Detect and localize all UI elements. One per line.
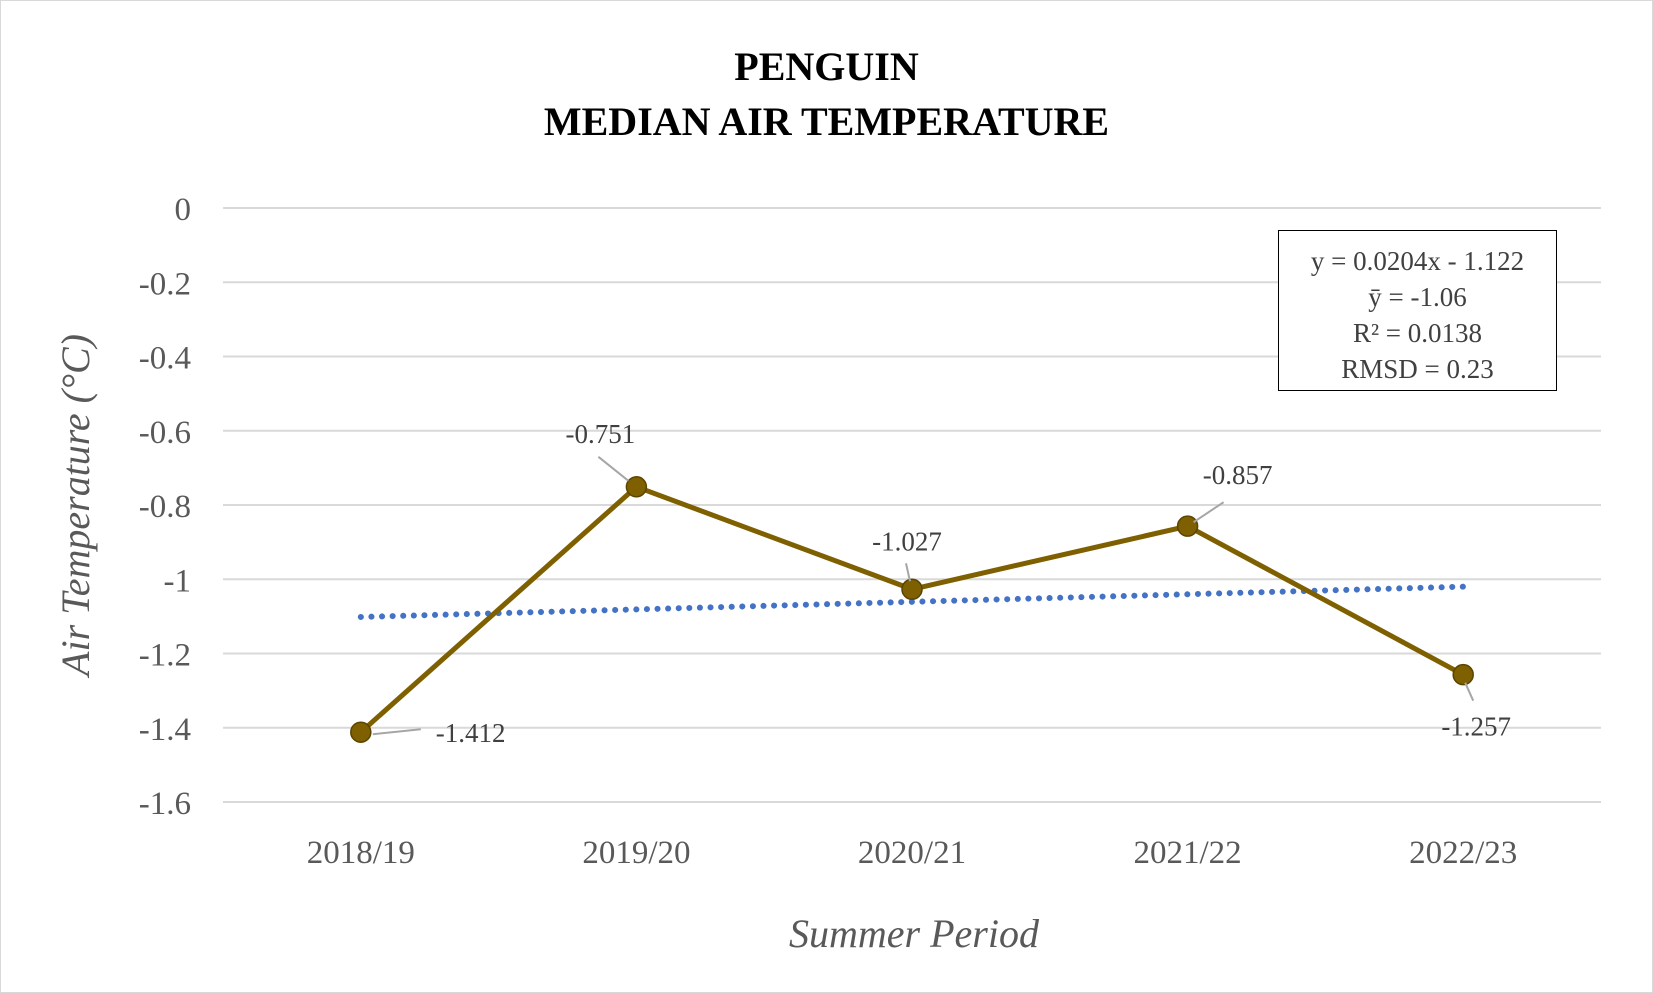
y-axis-ticks: 0 -0.2 -0.4 -0.6 -0.8 -1 -1.2 -1.4 -1.6 <box>139 192 191 822</box>
regression-stats-box: y = 0.0204x - 1.122 ȳ = -1.06 R² = 0.013… <box>1278 230 1557 391</box>
data-point-marker <box>350 721 372 743</box>
data-label-leader <box>372 728 421 736</box>
x-tick-label: 2022/23 <box>1409 835 1517 871</box>
data-label-leader <box>597 456 630 482</box>
y-tick-label: -0.6 <box>139 415 191 451</box>
series-line <box>350 476 1474 743</box>
gridlines <box>223 207 1601 803</box>
y-tick-label: -1 <box>164 563 192 599</box>
data-label-leader <box>1464 682 1475 702</box>
y-tick-label: -0.4 <box>139 341 191 377</box>
data-point-marker <box>625 476 648 498</box>
data-label-leaders <box>372 456 1475 736</box>
data-label: -0.857 <box>1203 460 1273 490</box>
x-tick-label: 2018/19 <box>307 835 415 871</box>
y-tick-label: -1.2 <box>139 638 191 674</box>
stats-equation: y = 0.0204x - 1.122 <box>1310 246 1525 276</box>
data-label: -0.751 <box>566 419 636 449</box>
trendline <box>357 583 1467 620</box>
chart-title-line-1: PENGUIN <box>734 44 919 89</box>
series-path <box>359 484 1465 735</box>
trendline-path <box>357 583 1467 620</box>
y-tick-label: -0.8 <box>139 489 191 525</box>
data-label: -1.257 <box>1441 712 1511 742</box>
x-axis-ticks: 2018/19 2019/20 2020/21 2021/22 2022/23 <box>307 835 1518 871</box>
x-axis-title: Summer Period <box>789 911 1040 956</box>
y-axis-title: Air Temperature (°C) <box>53 334 98 679</box>
chart-title-line-2: MEDIAN AIR TEMPERATURE <box>543 99 1110 144</box>
data-point-marker <box>1452 663 1474 686</box>
y-tick-label: 0 <box>175 192 192 228</box>
stats-rmsd: RMSD = 0.23 <box>1341 354 1494 384</box>
y-tick-label: -0.2 <box>139 266 191 302</box>
y-tick-label: -1.4 <box>139 712 191 748</box>
data-labels: -1.412 -0.751 -1.027 -0.857 -1.257 <box>436 419 1511 748</box>
stats-mean: ȳ = -1.06 <box>1368 282 1467 312</box>
x-tick-label: 2020/21 <box>858 835 966 871</box>
x-tick-label: 2021/22 <box>1134 835 1242 871</box>
y-tick-label: -1.6 <box>139 786 191 822</box>
data-label: -1.412 <box>436 718 506 748</box>
data-point-marker <box>1176 515 1199 537</box>
x-tick-label: 2019/20 <box>582 835 690 871</box>
data-label-leader <box>905 563 911 582</box>
data-label-leader <box>1193 501 1225 523</box>
data-point-marker <box>901 578 923 601</box>
stats-r-squared: R² = 0.0138 <box>1352 318 1483 348</box>
data-label: -1.027 <box>872 526 942 556</box>
